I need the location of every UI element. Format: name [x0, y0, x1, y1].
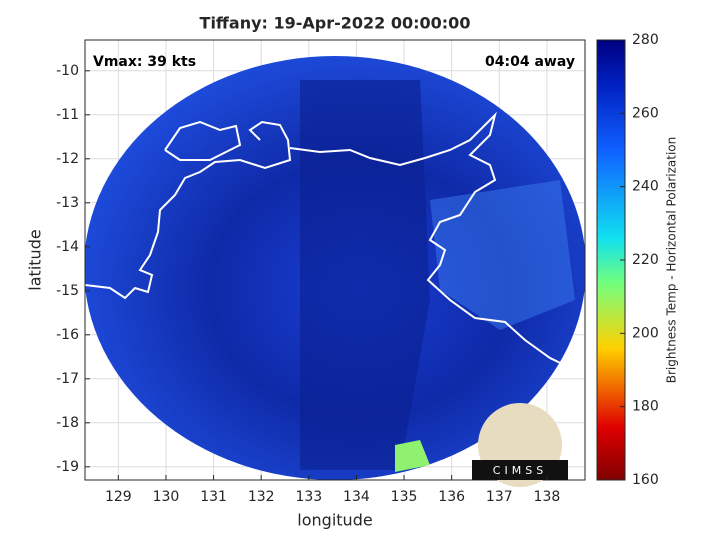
- x-tick-label: 137: [486, 489, 513, 505]
- colorbar-tick-label: 280: [632, 32, 659, 48]
- x-tick-label: 135: [391, 489, 418, 505]
- cimss-logo: CIMSS: [472, 403, 568, 487]
- y-tick-label: -16: [56, 327, 79, 343]
- y-tick-label: -15: [56, 283, 79, 299]
- title: Tiffany: 19-Apr-2022 00:00:00: [200, 14, 471, 33]
- plot-frame: [84, 39, 586, 481]
- swath-light: [430, 180, 575, 330]
- x-tick-label: 130: [153, 489, 180, 505]
- coastline: [85, 111, 585, 371]
- satellite-image: [85, 56, 585, 480]
- x-tick-label: 133: [295, 489, 322, 505]
- colorbar-tick-label: 220: [632, 252, 659, 268]
- x-tick-label: 134: [343, 489, 370, 505]
- y-tick-label: -17: [56, 371, 79, 387]
- colorbar-tick-label: 180: [632, 399, 659, 415]
- y-tick-label: -12: [56, 151, 79, 167]
- y-tick-label: -18: [56, 415, 79, 431]
- colorbar-tick-label: 260: [632, 105, 659, 121]
- vmax-label: Vmax: 39 kts: [93, 54, 196, 70]
- colorbar-tick-label: 160: [632, 472, 659, 488]
- x-tick-label: 131: [200, 489, 227, 505]
- colorbar-label: Brightness Temp - Horizontal Polarizatio…: [665, 137, 679, 384]
- y-axis-label: latitude: [26, 229, 45, 290]
- x-tick-label: 132: [248, 489, 275, 505]
- time-away-label: 04:04 away: [485, 54, 575, 70]
- swath-green: [395, 440, 430, 472]
- y-tick-label: -14: [56, 239, 79, 255]
- colorbar-tick-label: 200: [632, 325, 659, 341]
- y-tick-label: -10: [56, 63, 79, 79]
- y-tick-label: -19: [56, 459, 79, 475]
- y-tick-label: -11: [56, 107, 79, 123]
- x-tick-label: 138: [534, 489, 561, 505]
- x-axis-label: longitude: [297, 511, 372, 530]
- logo-text: CIMSS: [493, 464, 547, 477]
- y-tick-label: -13: [56, 195, 79, 211]
- x-tick-label: 136: [438, 489, 465, 505]
- colorbar-tick-label: 240: [632, 179, 659, 195]
- x-tick-label: 129: [105, 489, 132, 505]
- swath-dark: [300, 80, 430, 470]
